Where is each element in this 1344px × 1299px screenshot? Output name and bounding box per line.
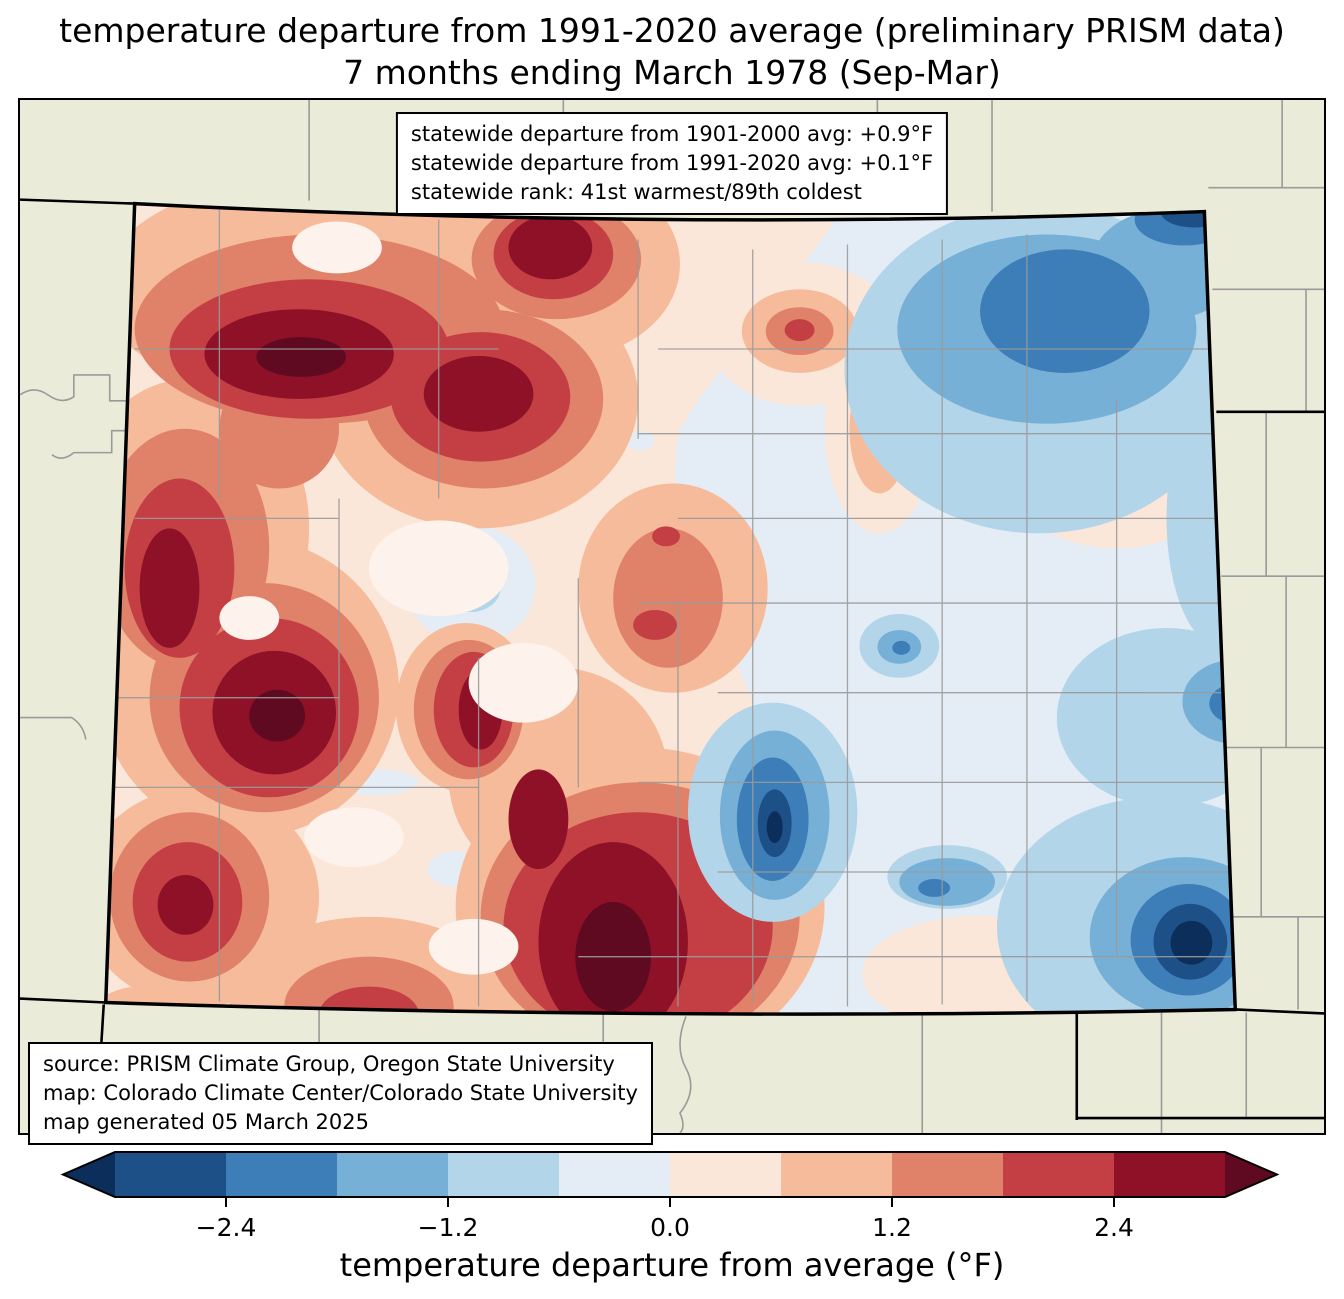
tick-label-1-2: 1.2 xyxy=(872,1213,912,1242)
figure-title: temperature departure from 1991-2020 ave… xyxy=(0,10,1344,94)
tick-label-neg2-4: −2.4 xyxy=(196,1213,257,1242)
tick-label-neg1-2: −1.2 xyxy=(418,1213,479,1242)
contour-fills xyxy=(105,203,1236,1015)
colorado-county-lines xyxy=(105,209,1232,1007)
colorado-state-border xyxy=(103,201,1238,1016)
colorbar-segments xyxy=(115,1152,1225,1197)
stats-line-3: statewide rank: 41st warmest/89th coldes… xyxy=(410,180,862,204)
colorbar-axis-label: temperature departure from average (°F) xyxy=(339,1246,1005,1284)
source-line-1: source: PRISM Climate Group, Oregon Stat… xyxy=(43,1052,615,1076)
colorbar-tick-marks xyxy=(225,1197,1115,1207)
title-line-2: 7 months ending March 1978 (Sep-Mar) xyxy=(343,53,1001,92)
title-line-1: temperature departure from 1991-2020 ave… xyxy=(59,11,1285,50)
stats-box: statewide departure from 1901-2000 avg: … xyxy=(395,112,949,215)
source-box: source: PRISM Climate Group, Oregon Stat… xyxy=(28,1042,653,1145)
stats-line-2: statewide departure from 1991-2020 avg: … xyxy=(410,151,934,175)
map-axes xyxy=(18,98,1326,1135)
colorbar: −2.4 −1.2 0.0 1.2 2.4 xyxy=(60,1151,1280,1242)
colorado-map xyxy=(20,100,1324,1133)
colorbar-over-arrow xyxy=(1225,1152,1277,1197)
tick-label-2-4: 2.4 xyxy=(1094,1213,1134,1242)
stats-line-1: statewide departure from 1901-2000 avg: … xyxy=(410,122,934,146)
colorbar-under-arrow xyxy=(63,1152,115,1197)
source-line-3: map generated 05 March 2025 xyxy=(43,1110,370,1134)
tick-label-0-0: 0.0 xyxy=(650,1213,690,1242)
source-line-2: map: Colorado Climate Center/Colorado St… xyxy=(43,1081,638,1105)
colorbar-outline xyxy=(60,1151,1280,1198)
colorbar-tick-labels: −2.4 −1.2 0.0 1.2 2.4 xyxy=(196,1213,1134,1242)
